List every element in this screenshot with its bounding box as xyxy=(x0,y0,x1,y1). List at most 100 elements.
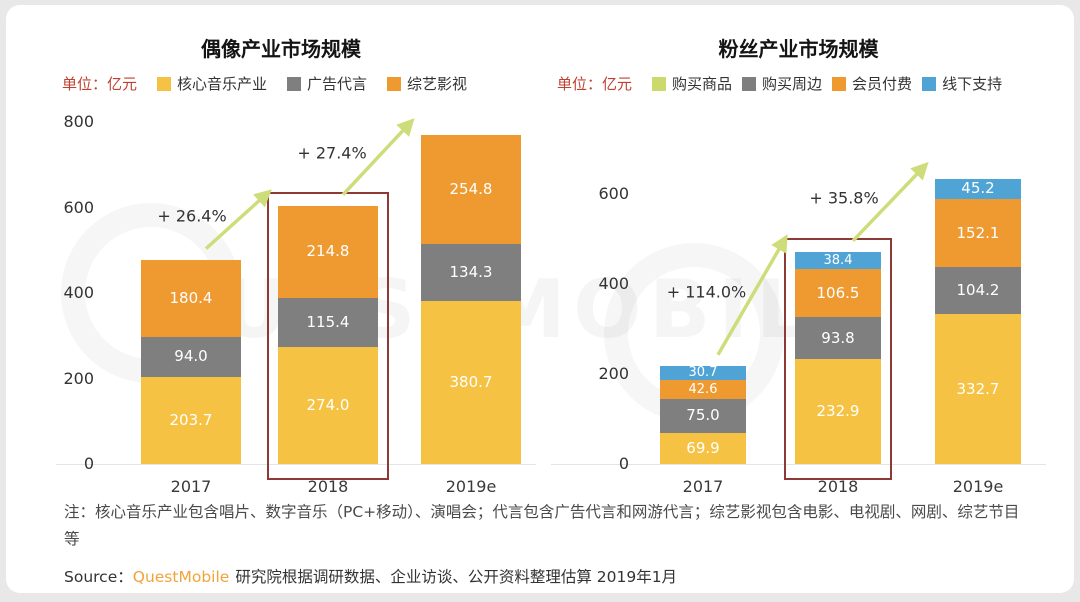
segment-value-label: 104.2 xyxy=(956,281,1000,300)
legend-color-swatch xyxy=(742,76,757,91)
legend-label: 广告代言 xyxy=(307,75,368,93)
bar-segment: 115.4 xyxy=(278,297,378,347)
bar-segment: 93.8 xyxy=(795,316,881,360)
bar-2017: 180.4 94.0 203.7 xyxy=(141,259,241,464)
bar-2018: 38.4 106.5 93.8 232.9 xyxy=(795,251,881,464)
legend-item: 购买周边 xyxy=(742,73,822,94)
fan-industry-chart-panel: 粉丝产业市场规模 单位：亿元 购买商品 购买周边 会员付费 线下支持 0 200 400 6… xyxy=(551,27,1046,499)
bar-segment: 214.8 xyxy=(278,205,378,298)
segment-value-label: 134.3 xyxy=(449,263,493,282)
bar-segment: 380.7 xyxy=(421,301,521,464)
segment-value-label: 94.0 xyxy=(174,347,208,366)
chart-header-row: 单位：亿元 购买商品 购买周边 会员付费 线下支持 xyxy=(557,73,1046,94)
bar-segment: 332.7 xyxy=(935,314,1021,464)
bar-segment: 180.4 xyxy=(141,259,241,337)
bar-segment: 134.3 xyxy=(421,243,521,302)
source-prefix: Source： xyxy=(64,568,133,586)
legend-item: 线下支持 xyxy=(922,73,1002,94)
legend: 核心音乐产业 广告代言 综艺影视 xyxy=(157,73,467,94)
chart-header-row: 单位：亿元 核心音乐产业 广告代言 综艺影视 xyxy=(62,73,536,94)
legend-label: 会员付费 xyxy=(852,75,913,93)
chart-card: QUESTMOBILE 偶像产业市场规模 单位：亿元 核心音乐产业广告代言综艺影… xyxy=(6,5,1074,593)
legend-item: 购买商品 xyxy=(652,73,732,94)
segment-value-label: 75.0 xyxy=(686,406,720,425)
segment-value-label: 274.0 xyxy=(306,395,350,414)
legend-item: 综艺影视 xyxy=(387,73,467,94)
segment-value-label: 214.8 xyxy=(306,242,350,261)
legend-color-swatch xyxy=(387,76,402,91)
y-tick-label: 0 xyxy=(83,454,94,473)
legend-label: 核心音乐产业 xyxy=(177,75,268,93)
chart-title: 粉丝产业市场规模 xyxy=(718,37,879,61)
segment-value-label: 93.8 xyxy=(821,328,855,347)
legend-color-swatch xyxy=(287,76,302,91)
bar-segment: 232.9 xyxy=(795,359,881,464)
segment-value-label: 332.7 xyxy=(956,379,1000,398)
bar-segment: 274.0 xyxy=(278,346,378,464)
growth-annotation: + 27.4% xyxy=(297,143,367,163)
y-tick-label: 200 xyxy=(63,368,94,388)
bar-segment: 42.6 xyxy=(660,379,746,399)
legend-color-swatch xyxy=(652,76,667,91)
highlight-box xyxy=(784,237,892,480)
x-axis-label: 2018 xyxy=(817,477,859,496)
unit-label: 单位：亿元 xyxy=(62,75,138,93)
legend-item: 广告代言 xyxy=(287,73,367,94)
segment-value-label: 180.4 xyxy=(169,288,213,307)
y-tick-label: 600 xyxy=(598,184,629,203)
growth-annotation: + 26.4% xyxy=(157,206,227,226)
source-brand: QuestMobile xyxy=(132,568,230,586)
segment-value-label: 380.7 xyxy=(449,373,493,392)
legend-color-swatch xyxy=(157,76,172,91)
y-tick-label: 200 xyxy=(598,364,629,383)
bar-segment: 94.0 xyxy=(141,336,241,377)
x-axis-label: 2017 xyxy=(682,477,724,496)
growth-annotation: + 114.0% xyxy=(666,282,747,302)
bar-segment: 104.2 xyxy=(935,267,1021,315)
source-text: 研究院根据调研数据、企业访谈、公开资料整理估算 2019年1月 xyxy=(235,568,678,586)
legend-label: 购买周边 xyxy=(762,75,823,93)
segment-value-label: 106.5 xyxy=(816,283,860,302)
bar-segment: 38.4 xyxy=(795,251,881,270)
legend-color-swatch xyxy=(832,76,847,91)
unit-label: 单位：亿元 xyxy=(557,75,633,93)
chart-title: 偶像产业市场规模 xyxy=(201,37,361,61)
segment-value-label: 38.4 xyxy=(823,252,853,268)
chart-footnote: 注：核心音乐产业包含唱片、数字音乐（PC+移动）、演唱会；代言包含广告代言和网游… xyxy=(64,503,1020,549)
legend-label: 线下支持 xyxy=(942,75,1003,93)
y-tick-label: 600 xyxy=(63,197,94,217)
bar-segment: 45.2 xyxy=(935,178,1021,199)
segment-value-label: 30.7 xyxy=(688,365,718,381)
segment-value-label: 232.9 xyxy=(816,402,860,421)
plot-area: 0 200 400 600 800 180.4 94.0 203.7 2017 214.8 115.… xyxy=(56,112,536,496)
bar-2018: 214.8 115.4 274.0 xyxy=(278,205,378,464)
segment-value-label: 203.7 xyxy=(169,410,213,429)
legend-color-swatch xyxy=(922,76,937,91)
bar-segment: 30.7 xyxy=(660,365,746,381)
bar-2019e: 45.2 152.1 104.2 332.7 xyxy=(935,178,1021,464)
x-axis-label: 2017 xyxy=(170,477,212,496)
y-tick-label: 800 xyxy=(63,112,94,131)
segment-value-label: 152.1 xyxy=(956,223,1000,242)
bar-segment: 203.7 xyxy=(141,376,241,464)
segment-value-label: 69.9 xyxy=(686,438,720,457)
idol-industry-chart-panel: 偶像产业市场规模 单位：亿元 核心音乐产业 广告代言 综艺影视 0 200 400 600… xyxy=(56,27,536,499)
growth-annotation: + 35.8% xyxy=(809,188,879,208)
legend-label: 购买商品 xyxy=(672,75,733,93)
segment-value-label: 115.4 xyxy=(306,312,350,331)
highlight-box xyxy=(267,191,389,480)
segment-value-label: 45.2 xyxy=(961,179,995,198)
segment-value-label: 42.6 xyxy=(688,381,718,397)
bar-segment: 69.9 xyxy=(660,432,746,464)
legend: 购买商品 购买周边 会员付费 线下支持 xyxy=(652,73,1002,94)
plot-area: 0 200 400 600 30.7 42.6 75.0 69.9 2017 38.4 106.5 9… xyxy=(551,115,1046,496)
source-line: Source：QuestMobile 研究院根据调研数据、企业访谈、公开资料整理估… xyxy=(64,565,677,587)
x-axis-label: 2018 xyxy=(307,477,349,496)
legend-label: 综艺影视 xyxy=(407,75,468,93)
segment-value-label: 254.8 xyxy=(449,179,493,198)
legend-item: 核心音乐产业 xyxy=(157,73,267,94)
y-tick-label: 0 xyxy=(618,454,629,473)
bar-2017: 30.7 42.6 75.0 69.9 xyxy=(660,365,746,464)
x-axis-label: 2019e xyxy=(952,477,1004,496)
bar-segment: 75.0 xyxy=(660,398,746,433)
